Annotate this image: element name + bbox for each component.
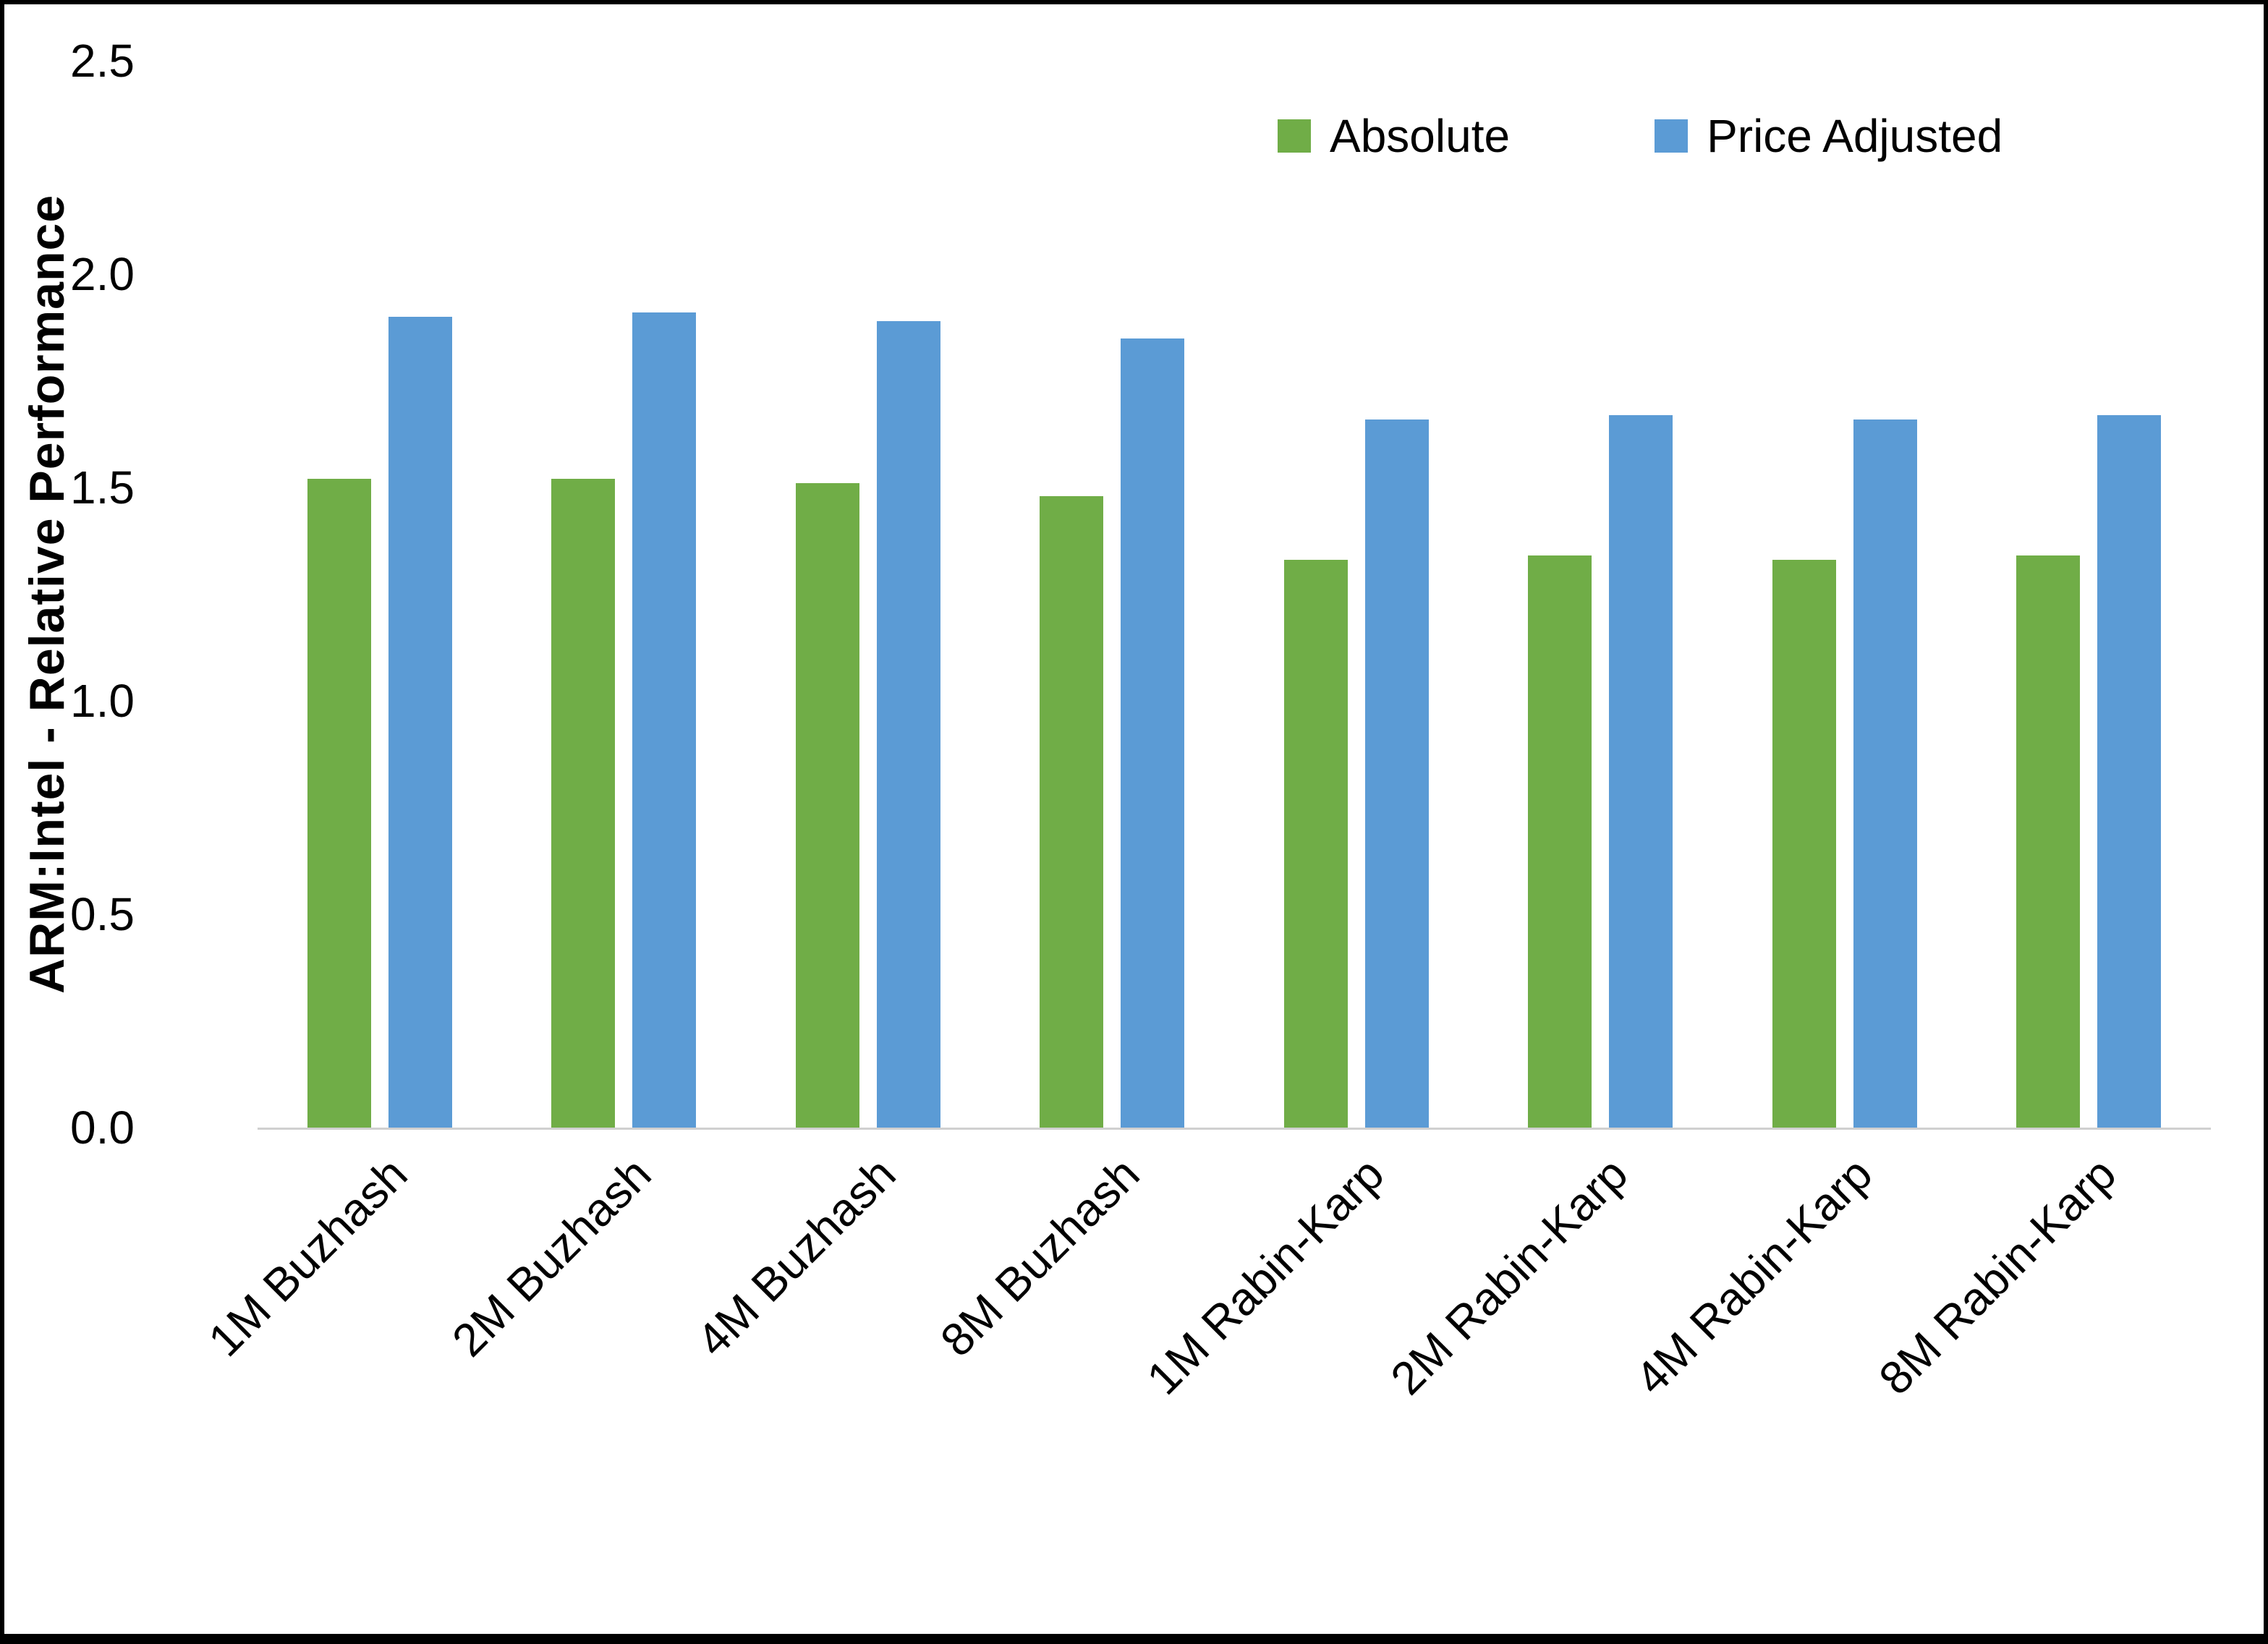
legend-item-price-adjusted: Price Adjusted <box>1655 113 2002 159</box>
legend: Absolute Price Adjusted <box>1278 113 2002 159</box>
bar-price-adjusted <box>632 312 697 1128</box>
bar-absolute <box>1528 555 1592 1128</box>
bar-price-adjusted <box>1853 419 1917 1128</box>
bar-group-7 <box>1772 61 1917 1128</box>
bar-absolute <box>2016 555 2081 1128</box>
y-tick-label: 2.0 <box>70 248 135 300</box>
x-axis-label: 1M Buzhash <box>198 1147 417 1367</box>
legend-swatch-absolute <box>1278 119 1311 153</box>
bar-group-2 <box>551 61 697 1128</box>
bar-absolute <box>551 479 616 1128</box>
bar-absolute <box>1040 495 1104 1128</box>
y-tick-label: 0.0 <box>70 1102 135 1154</box>
bar-group-3 <box>795 61 940 1128</box>
bar-group-4 <box>1040 61 1185 1128</box>
x-axis-label: 4M Buzhash <box>686 1147 906 1367</box>
bar-price-adjusted <box>1364 419 1429 1128</box>
y-tick-label: 1.5 <box>70 461 135 514</box>
x-axis-label: 2M Buzhash <box>442 1147 661 1367</box>
legend-item-absolute: Absolute <box>1278 113 1510 159</box>
bar-group-5 <box>1283 61 1429 1128</box>
legend-label-price-adjusted: Price Adjusted <box>1707 110 2003 162</box>
bar-price-adjusted <box>1121 338 1185 1128</box>
legend-swatch-price-adjusted <box>1655 119 1689 153</box>
bar-price-adjusted <box>2097 414 2162 1128</box>
x-axis-label: 2M Rabin-Karp <box>1380 1147 1638 1405</box>
x-axis-labels: 1M Buzhash 2M Buzhash 4M Buzhash 8M Buzhash… <box>198 1147 2211 1596</box>
legend-label-absolute: Absolute <box>1330 110 1511 162</box>
bar-price-adjusted <box>1609 414 1673 1128</box>
x-axis-label: 8M Rabin-Karp <box>1869 1147 2126 1405</box>
bar-absolute <box>795 483 859 1128</box>
bar-price-adjusted <box>388 317 452 1128</box>
bar-price-adjusted <box>876 320 940 1128</box>
x-axis-label: 4M Rabin-Karp <box>1625 1147 1882 1405</box>
bar-group-1 <box>307 61 452 1128</box>
plot-area <box>258 61 2211 1130</box>
bar-group-8 <box>2016 61 2162 1128</box>
bar-group-6 <box>1528 61 1673 1128</box>
x-axis-label: 8M Buzhash <box>930 1147 1150 1367</box>
bar-absolute <box>1772 560 1836 1128</box>
y-tick-label: 1.0 <box>70 675 135 727</box>
x-axis-label: 1M Rabin-Karp <box>1137 1147 1394 1405</box>
bar-absolute <box>307 479 371 1128</box>
y-tick-label: 0.5 <box>70 888 135 940</box>
y-axis-ticks: 0.0 0.5 1.0 1.5 2.0 2.5 <box>48 38 135 1151</box>
y-tick-label: 2.5 <box>70 35 135 87</box>
bar-absolute <box>1283 560 1348 1128</box>
